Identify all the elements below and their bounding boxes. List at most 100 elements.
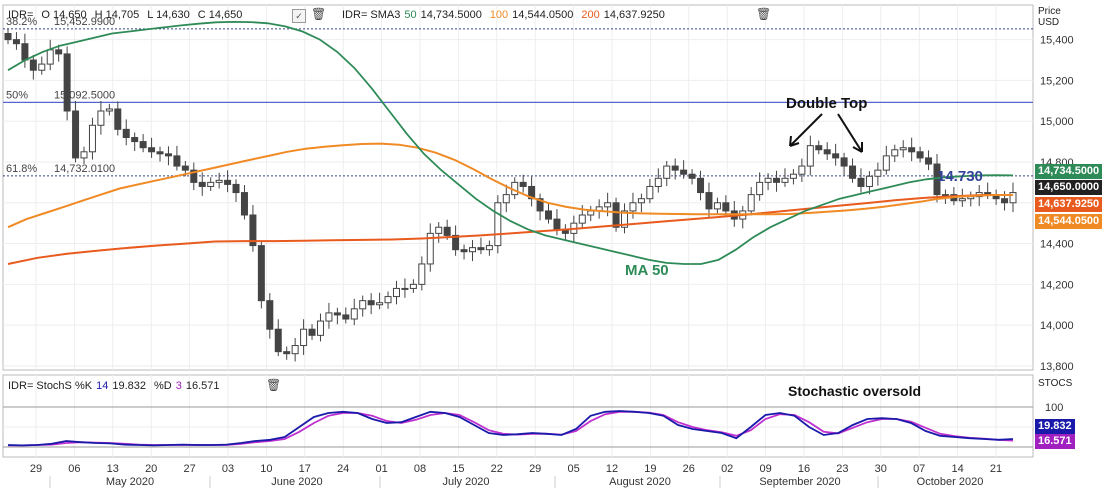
fib-label: 50% (6, 89, 28, 101)
candle-body (958, 198, 966, 202)
stoch-k-line (7, 410, 1014, 447)
price-panel-frame (2, 4, 1034, 371)
ohlc-close: C 14,650 (197, 9, 243, 21)
x-day-label: 13 (107, 463, 119, 475)
x-day-label: 16 (798, 463, 810, 475)
sma-v2: 14,544.0500 (512, 9, 574, 21)
candle-body (114, 108, 122, 130)
stoch-tag: 19.832 (1035, 419, 1075, 434)
candle-body (291, 345, 299, 355)
stoch-panel-frame (2, 374, 1034, 458)
x-day-label: 06 (68, 463, 80, 475)
candle-body (232, 183, 240, 194)
stoch-k-period: 14 (96, 380, 109, 392)
candle-body (131, 137, 139, 143)
trash-icon[interactable]: 🗑 (266, 378, 282, 392)
y-tick-label: 13,800 (1040, 361, 1074, 373)
x-day-label: 19 (644, 463, 656, 475)
candle-body (384, 296, 392, 304)
y-tick-label: 15,400 (1040, 35, 1074, 47)
trash-icon[interactable]: 🗑 (756, 7, 772, 21)
sma-header: IDR= SMA3 50 14,734.5000 100 14,544.0500 200 1… (342, 9, 673, 21)
arrow-head-left (789, 135, 800, 147)
candle-body (283, 351, 291, 355)
candle-body (528, 185, 536, 200)
candle-body (604, 202, 612, 208)
candle-body (409, 283, 417, 289)
candle-body (747, 194, 755, 212)
price-tag: 14,544.0500 (1035, 214, 1103, 229)
trash-icon[interactable]: 🗑 (311, 7, 327, 21)
candle-body (426, 232, 434, 265)
arrow-head-right (852, 142, 863, 153)
x-day-label: 01 (375, 463, 387, 475)
candle-body (207, 181, 215, 187)
price-axis-title: Price USD (1038, 6, 1061, 28)
candle-body (21, 43, 29, 61)
candle-body (418, 263, 426, 285)
candle-body (832, 153, 840, 159)
candle-body (789, 173, 797, 179)
x-day-label: 26 (683, 463, 695, 475)
candle-body (1009, 192, 1017, 204)
stoch-k-value: 19.832 (112, 380, 146, 392)
candle-body (916, 151, 924, 159)
fib-label: 61.8% (6, 163, 37, 175)
candle-body (612, 202, 620, 228)
x-day-label: 24 (337, 463, 349, 475)
chevron-down-icon[interactable]: ✓ (292, 9, 306, 23)
candle-body (460, 249, 468, 253)
candle-body (257, 245, 265, 302)
x-day-label: 27 (183, 463, 195, 475)
candle-body (545, 210, 553, 220)
price-axis-unit: USD (1038, 17, 1060, 28)
candles-group (4, 28, 1017, 362)
candle-body (249, 214, 257, 247)
candle-body (367, 300, 375, 306)
candle-body (156, 151, 164, 155)
stoch-d-line (8, 410, 1014, 447)
annotation-double-top: Double Top (786, 95, 867, 112)
candle-body (806, 145, 814, 167)
candle-body (224, 179, 232, 185)
x-day-label: 29 (529, 463, 541, 475)
candle-body (697, 177, 705, 194)
candle-body (773, 177, 781, 183)
candle-body (587, 210, 595, 216)
candle-body (688, 173, 696, 179)
arrow-double-top-left (789, 113, 823, 147)
stoch-label: IDR= StochS %K (8, 380, 93, 392)
candle-body (485, 245, 493, 251)
candle-body (435, 226, 443, 234)
annotation-stoch-oversold: Stochastic oversold (788, 383, 921, 399)
candle-body (798, 165, 806, 175)
candle-body (849, 165, 857, 179)
sma-p1: 50 (404, 9, 417, 21)
candle-body (122, 128, 130, 139)
sma200-line (7, 194, 1013, 265)
candle-body (55, 49, 63, 55)
x-day-label: 21 (990, 463, 1002, 475)
candle-body (333, 312, 341, 316)
candle-body (815, 145, 823, 151)
price-tag: 14,734.5000 (1035, 164, 1103, 179)
candle-body (899, 147, 907, 151)
candle-body (823, 149, 831, 155)
candle-body (139, 141, 147, 149)
ohlc-symbol: IDR= (8, 9, 34, 21)
candle-body (308, 328, 316, 336)
candle-body (468, 247, 476, 253)
candle-body (764, 177, 772, 183)
candle-body (781, 177, 789, 183)
candle-body (857, 177, 865, 187)
candle-body (376, 302, 384, 306)
candle-body (181, 165, 189, 171)
candle-body (29, 59, 37, 71)
sma-label: IDR= SMA3 (342, 9, 401, 21)
candle-body (941, 194, 949, 197)
x-month-label: October 2020 (917, 476, 984, 488)
candle-body (519, 181, 527, 187)
sma50-line (7, 20, 1014, 265)
x-day-label: 20 (145, 463, 157, 475)
y-tick-label: 15,000 (1040, 116, 1074, 128)
